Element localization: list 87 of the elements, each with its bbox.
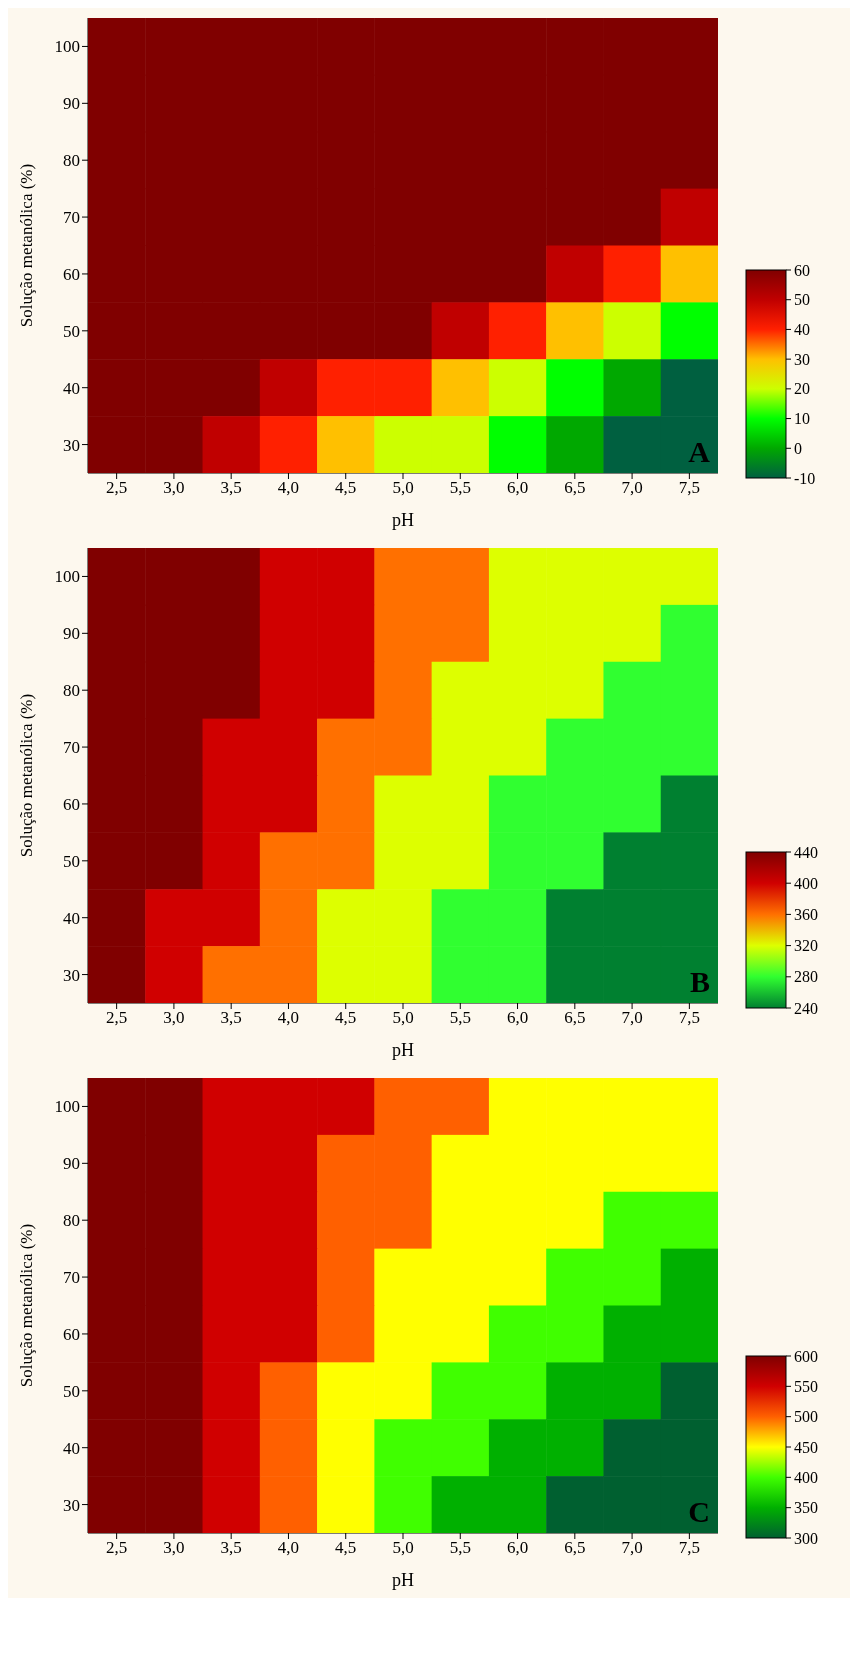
y-tick-label: 30 bbox=[63, 1495, 80, 1515]
x-tick-label: 7,0 bbox=[621, 478, 643, 498]
y-tick-label: 50 bbox=[63, 321, 80, 341]
x-tick-label: 4,5 bbox=[335, 1538, 357, 1558]
color-bar-label: 360 bbox=[794, 905, 818, 923]
y-tick-label: 70 bbox=[63, 1268, 80, 1288]
y-tick-label: 60 bbox=[63, 1324, 80, 1344]
x-tick-label: 4,0 bbox=[277, 1538, 300, 1558]
y-tick-label: 90 bbox=[63, 94, 80, 114]
x-tick-label: 6,5 bbox=[564, 1538, 586, 1558]
x-tick-label: 6,5 bbox=[564, 1008, 586, 1028]
x-tick-label: 6,5 bbox=[564, 478, 586, 498]
x-tick-label: 7,0 bbox=[621, 1008, 643, 1028]
y-tick-label: 100 bbox=[54, 1097, 80, 1117]
y-tick-label: 70 bbox=[63, 738, 80, 758]
y-tick-label: 70 bbox=[63, 208, 80, 228]
color-bar-label: 40 bbox=[794, 320, 810, 338]
x-axis-title: pH bbox=[392, 1570, 414, 1590]
y-tick-label: 30 bbox=[63, 435, 80, 455]
y-tick-label: 60 bbox=[63, 794, 80, 814]
color-bar-label: 60 bbox=[794, 261, 810, 279]
x-tick-label: 6,0 bbox=[506, 1538, 529, 1558]
y-tick-label: 50 bbox=[63, 851, 80, 871]
x-tick-label: 3,0 bbox=[163, 1008, 185, 1028]
annotation: B bbox=[689, 965, 710, 999]
x-tick-label: 6,0 bbox=[506, 478, 529, 498]
y-tick-label: 80 bbox=[63, 1211, 80, 1231]
x-tick-label: 7,0 bbox=[621, 1538, 643, 1558]
y-tick-label: 50 bbox=[63, 1381, 80, 1401]
y-tick-label: 90 bbox=[63, 624, 80, 644]
x-axis-title: pH bbox=[392, 1040, 414, 1060]
x-tick-label: 2,5 bbox=[106, 1538, 128, 1558]
x-tick-label: 3,5 bbox=[220, 478, 242, 498]
y-axis-title: Solução metanólica (%) bbox=[17, 1223, 37, 1388]
color-bar-label: 600 bbox=[794, 1347, 818, 1365]
color-bar-label: 280 bbox=[794, 968, 818, 986]
color-bar-label: 30 bbox=[794, 350, 810, 368]
x-tick-label: 4,0 bbox=[277, 478, 300, 498]
color-bar-label: 300 bbox=[794, 1529, 818, 1547]
x-tick-label: 2,5 bbox=[106, 478, 128, 498]
color-bar-label: 320 bbox=[794, 937, 818, 955]
x-tick-label: 7,5 bbox=[678, 1538, 700, 1558]
y-tick-label: 40 bbox=[63, 908, 80, 928]
y-tick-label: 80 bbox=[63, 151, 80, 171]
y-tick-label: 90 bbox=[63, 1154, 80, 1174]
y-tick-label: 100 bbox=[54, 567, 80, 587]
y-tick-label: 100 bbox=[54, 37, 80, 57]
annotation: C bbox=[688, 1495, 710, 1529]
color-bar-label: 10 bbox=[794, 410, 810, 428]
color-bar-label: -10 bbox=[794, 469, 816, 487]
color-bar-label: 0 bbox=[794, 439, 802, 457]
color-bar-label: 500 bbox=[794, 1408, 818, 1426]
y-tick-label: 60 bbox=[63, 264, 80, 284]
annotation: A bbox=[688, 435, 710, 469]
x-tick-label: 5,0 bbox=[392, 478, 414, 498]
color-bar-label: 350 bbox=[794, 1499, 818, 1517]
x-tick-label: 5,5 bbox=[449, 1538, 471, 1558]
x-tick-label: 5,0 bbox=[392, 1538, 414, 1558]
color-bar-label: 20 bbox=[794, 380, 810, 398]
x-tick-label: 5,0 bbox=[392, 1008, 414, 1028]
x-tick-label: 5,5 bbox=[449, 478, 471, 498]
x-tick-label: 4,5 bbox=[335, 1008, 357, 1028]
color-bar-label: 240 bbox=[794, 999, 818, 1017]
color-bar-label: 550 bbox=[794, 1377, 818, 1395]
color-bar-label: 440 bbox=[794, 843, 818, 861]
x-tick-label: 3,0 bbox=[163, 1538, 185, 1558]
x-axis-title: pH bbox=[392, 510, 414, 530]
x-tick-label: 4,0 bbox=[277, 1008, 300, 1028]
y-axis-title: Solução metanólica (%) bbox=[17, 693, 37, 858]
y-tick-label: 40 bbox=[63, 1438, 80, 1458]
x-tick-label: 3,0 bbox=[163, 478, 185, 498]
y-axis-title: Solução metanólica (%) bbox=[17, 163, 37, 328]
x-tick-label: 3,5 bbox=[220, 1008, 242, 1028]
color-bar-label: 50 bbox=[794, 291, 810, 309]
x-tick-label: 7,5 bbox=[678, 478, 700, 498]
x-tick-label: 3,5 bbox=[220, 1538, 242, 1558]
y-tick-label: 40 bbox=[63, 378, 80, 398]
x-tick-label: 5,5 bbox=[449, 1008, 471, 1028]
x-tick-label: 7,5 bbox=[678, 1008, 700, 1028]
color-bar-label: 400 bbox=[794, 1468, 818, 1486]
x-tick-label: 4,5 bbox=[335, 478, 357, 498]
y-tick-label: 30 bbox=[63, 965, 80, 985]
color-bar-label: 450 bbox=[794, 1438, 818, 1456]
y-tick-label: 80 bbox=[63, 681, 80, 701]
x-tick-label: 6,0 bbox=[506, 1008, 529, 1028]
x-tick-label: 2,5 bbox=[106, 1008, 128, 1028]
color-bar-label: 400 bbox=[794, 874, 818, 892]
